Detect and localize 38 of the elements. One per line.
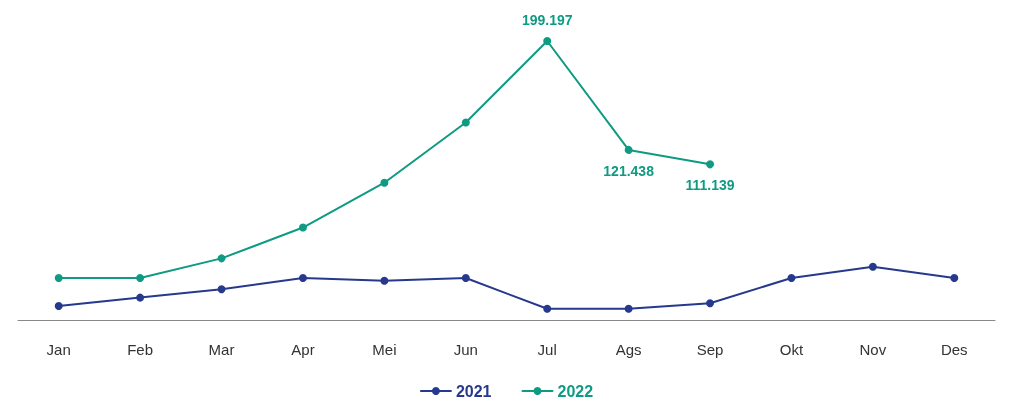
point	[217, 254, 226, 263]
x-tick-label: Feb	[127, 341, 154, 358]
x-tick-label: Okt	[779, 341, 804, 358]
point	[624, 304, 633, 313]
data-label: 121.438	[603, 162, 655, 179]
point	[461, 118, 470, 127]
point	[380, 276, 389, 285]
point	[298, 223, 307, 232]
point	[136, 273, 145, 282]
point	[543, 37, 552, 45]
point	[706, 160, 715, 169]
x-tick-label: Jun	[453, 341, 478, 358]
point	[787, 273, 796, 282]
x-tick-label: Nov	[859, 341, 887, 358]
point	[543, 304, 552, 313]
point	[136, 293, 145, 302]
point	[54, 273, 63, 282]
point	[54, 302, 63, 310]
x-tick-label: Des	[940, 341, 968, 358]
point	[624, 145, 633, 154]
point	[298, 273, 307, 282]
point	[950, 273, 959, 282]
legend-label: 2021	[455, 382, 492, 400]
point	[380, 178, 389, 187]
data-label: 199.197	[521, 12, 573, 28]
legend-label: 2022	[557, 382, 594, 400]
x-tick-label: Sep	[696, 341, 724, 358]
point	[461, 273, 470, 282]
point	[868, 262, 877, 271]
x-tick-label: Jan	[46, 341, 71, 358]
x-tick-label: Jul	[537, 341, 557, 358]
x-tick-label: Mar	[208, 341, 235, 358]
data-label: 111.139	[685, 177, 735, 194]
x-tick-label: Apr	[291, 341, 315, 358]
point	[217, 285, 226, 294]
x-tick-label: Ags	[615, 341, 642, 358]
x-tick-label: Mei	[372, 341, 397, 358]
point	[706, 299, 715, 308]
